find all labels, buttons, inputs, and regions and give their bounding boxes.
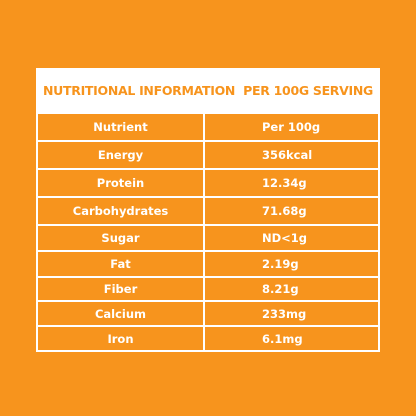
nutrient-value: 233mg bbox=[203, 300, 380, 327]
nutrient-name: Carbohydrates bbox=[36, 196, 205, 226]
nutrient-name: Iron bbox=[36, 325, 205, 352]
nutrient-value: ND<1g bbox=[203, 224, 380, 252]
nutrition-table: Nutrient Per 100g Energy 356kcal Protein 12… bbox=[36, 112, 380, 352]
nutrient-value: 8.21g bbox=[203, 276, 380, 302]
table-row: Fat 2.19g bbox=[36, 250, 380, 278]
nutrient-value: 356kcal bbox=[203, 140, 380, 170]
nutrient-value: 71.68g bbox=[203, 196, 380, 226]
nutrient-name: Sugar bbox=[36, 224, 205, 252]
header-row: Nutrient Per 100g bbox=[36, 112, 380, 142]
table-row: Carbohydrates 71.68g bbox=[36, 196, 380, 226]
nutrient-value: 2.19g bbox=[203, 250, 380, 278]
table-row: Sugar ND<1g bbox=[36, 224, 380, 252]
table-row: Fiber 8.21g bbox=[36, 276, 380, 302]
column-header: Per 100g bbox=[203, 112, 380, 142]
nutrient-value: 12.34g bbox=[203, 168, 380, 198]
nutrient-name: Fiber bbox=[36, 276, 205, 302]
nutrient-name: Calcium bbox=[36, 300, 205, 327]
nutrient-name: Energy bbox=[36, 140, 205, 170]
table-row: Iron 6.1mg bbox=[36, 325, 380, 352]
nutrition-card: NUTRITIONAL INFORMATION PER 100G SERVING… bbox=[36, 68, 380, 352]
title: NUTRITIONAL INFORMATION PER 100G SERVING bbox=[36, 68, 380, 112]
column-header: Nutrient bbox=[36, 112, 205, 142]
table-row: Energy 356kcal bbox=[36, 140, 380, 170]
nutrient-name: Protein bbox=[36, 168, 205, 198]
table-row: Protein 12.34g bbox=[36, 168, 380, 198]
nutrient-value: 6.1mg bbox=[203, 325, 380, 352]
table-body: Nutrient Per 100g Energy 356kcal Protein 12… bbox=[36, 112, 380, 352]
nutrient-name: Fat bbox=[36, 250, 205, 278]
table-row: Calcium 233mg bbox=[36, 300, 380, 327]
